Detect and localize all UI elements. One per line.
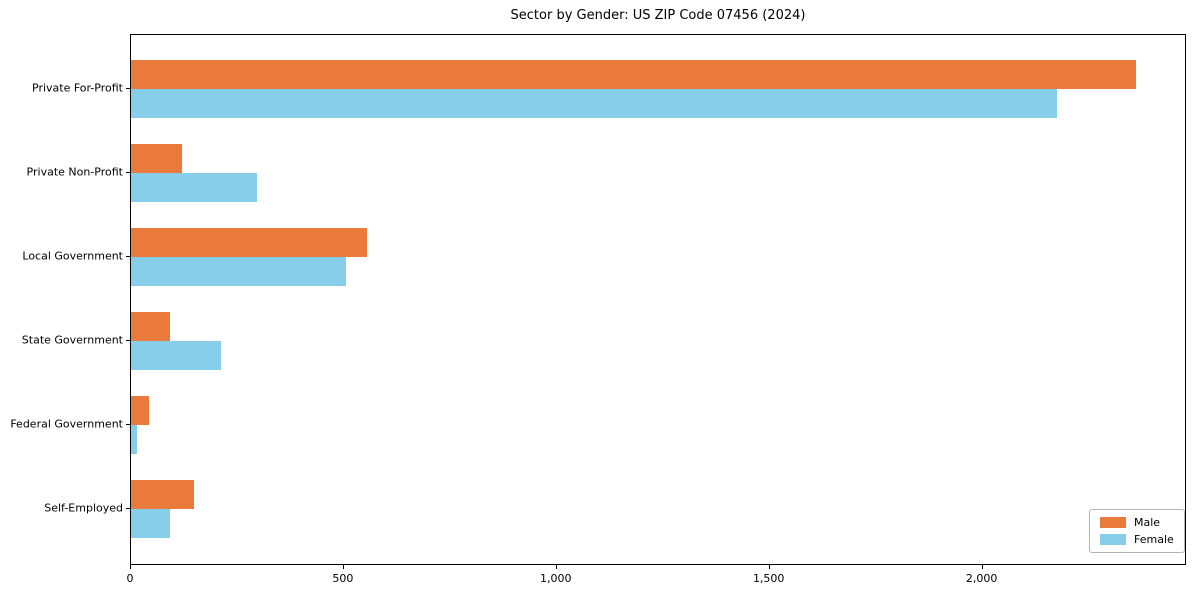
bar-male-1	[131, 144, 183, 173]
bar-male-3	[131, 312, 171, 341]
bar-male-2	[131, 228, 368, 257]
y-tick-label: Private Non-Profit	[26, 165, 123, 179]
y-tick-label: Private For-Profit	[32, 81, 123, 95]
bar-female-5	[131, 509, 170, 538]
legend-swatch-female	[1100, 534, 1126, 545]
x-tick-mark	[768, 565, 770, 569]
y-tick-label: State Government	[21, 333, 123, 347]
plot-area	[130, 34, 1186, 565]
chart-title: Sector by Gender: US ZIP Code 07456 (202…	[510, 8, 806, 23]
y-tick-label: Federal Government	[10, 417, 123, 431]
x-tick-label: 0	[126, 572, 134, 585]
bar-female-1	[131, 173, 257, 202]
legend-label-female: Female	[1134, 533, 1174, 546]
y-tick-mark	[126, 508, 130, 509]
x-tick-label: 1,000	[540, 572, 572, 585]
legend-swatch-male	[1100, 517, 1126, 528]
legend-item-male: Male	[1100, 517, 1174, 528]
y-tick-mark	[126, 256, 130, 257]
y-tick-mark	[126, 424, 130, 425]
y-tick-label: Local Government	[22, 249, 123, 263]
bar-male-4	[131, 396, 149, 425]
bar-male-5	[131, 480, 194, 509]
legend-label-male: Male	[1134, 516, 1161, 529]
x-tick-label: 2,000	[965, 572, 998, 585]
x-tick-label: 1,500	[752, 572, 785, 585]
bar-female-0	[131, 89, 1058, 118]
x-tick-mark	[342, 565, 344, 569]
y-tick-mark	[126, 88, 130, 89]
bar-male-0	[131, 60, 1136, 89]
bar-female-3	[131, 341, 221, 370]
x-tick-mark	[130, 565, 131, 569]
legend-item-female: Female	[1100, 534, 1174, 545]
bar-female-4	[131, 425, 137, 454]
legend: Male Female	[1089, 509, 1185, 553]
y-tick-label: Self-Employed	[44, 501, 123, 515]
y-tick-mark	[126, 340, 130, 341]
x-tick-mark	[981, 565, 983, 569]
x-tick-mark	[555, 565, 557, 569]
bar-female-2	[131, 257, 346, 286]
y-tick-mark	[126, 172, 130, 173]
x-tick-label: 500	[332, 572, 354, 585]
